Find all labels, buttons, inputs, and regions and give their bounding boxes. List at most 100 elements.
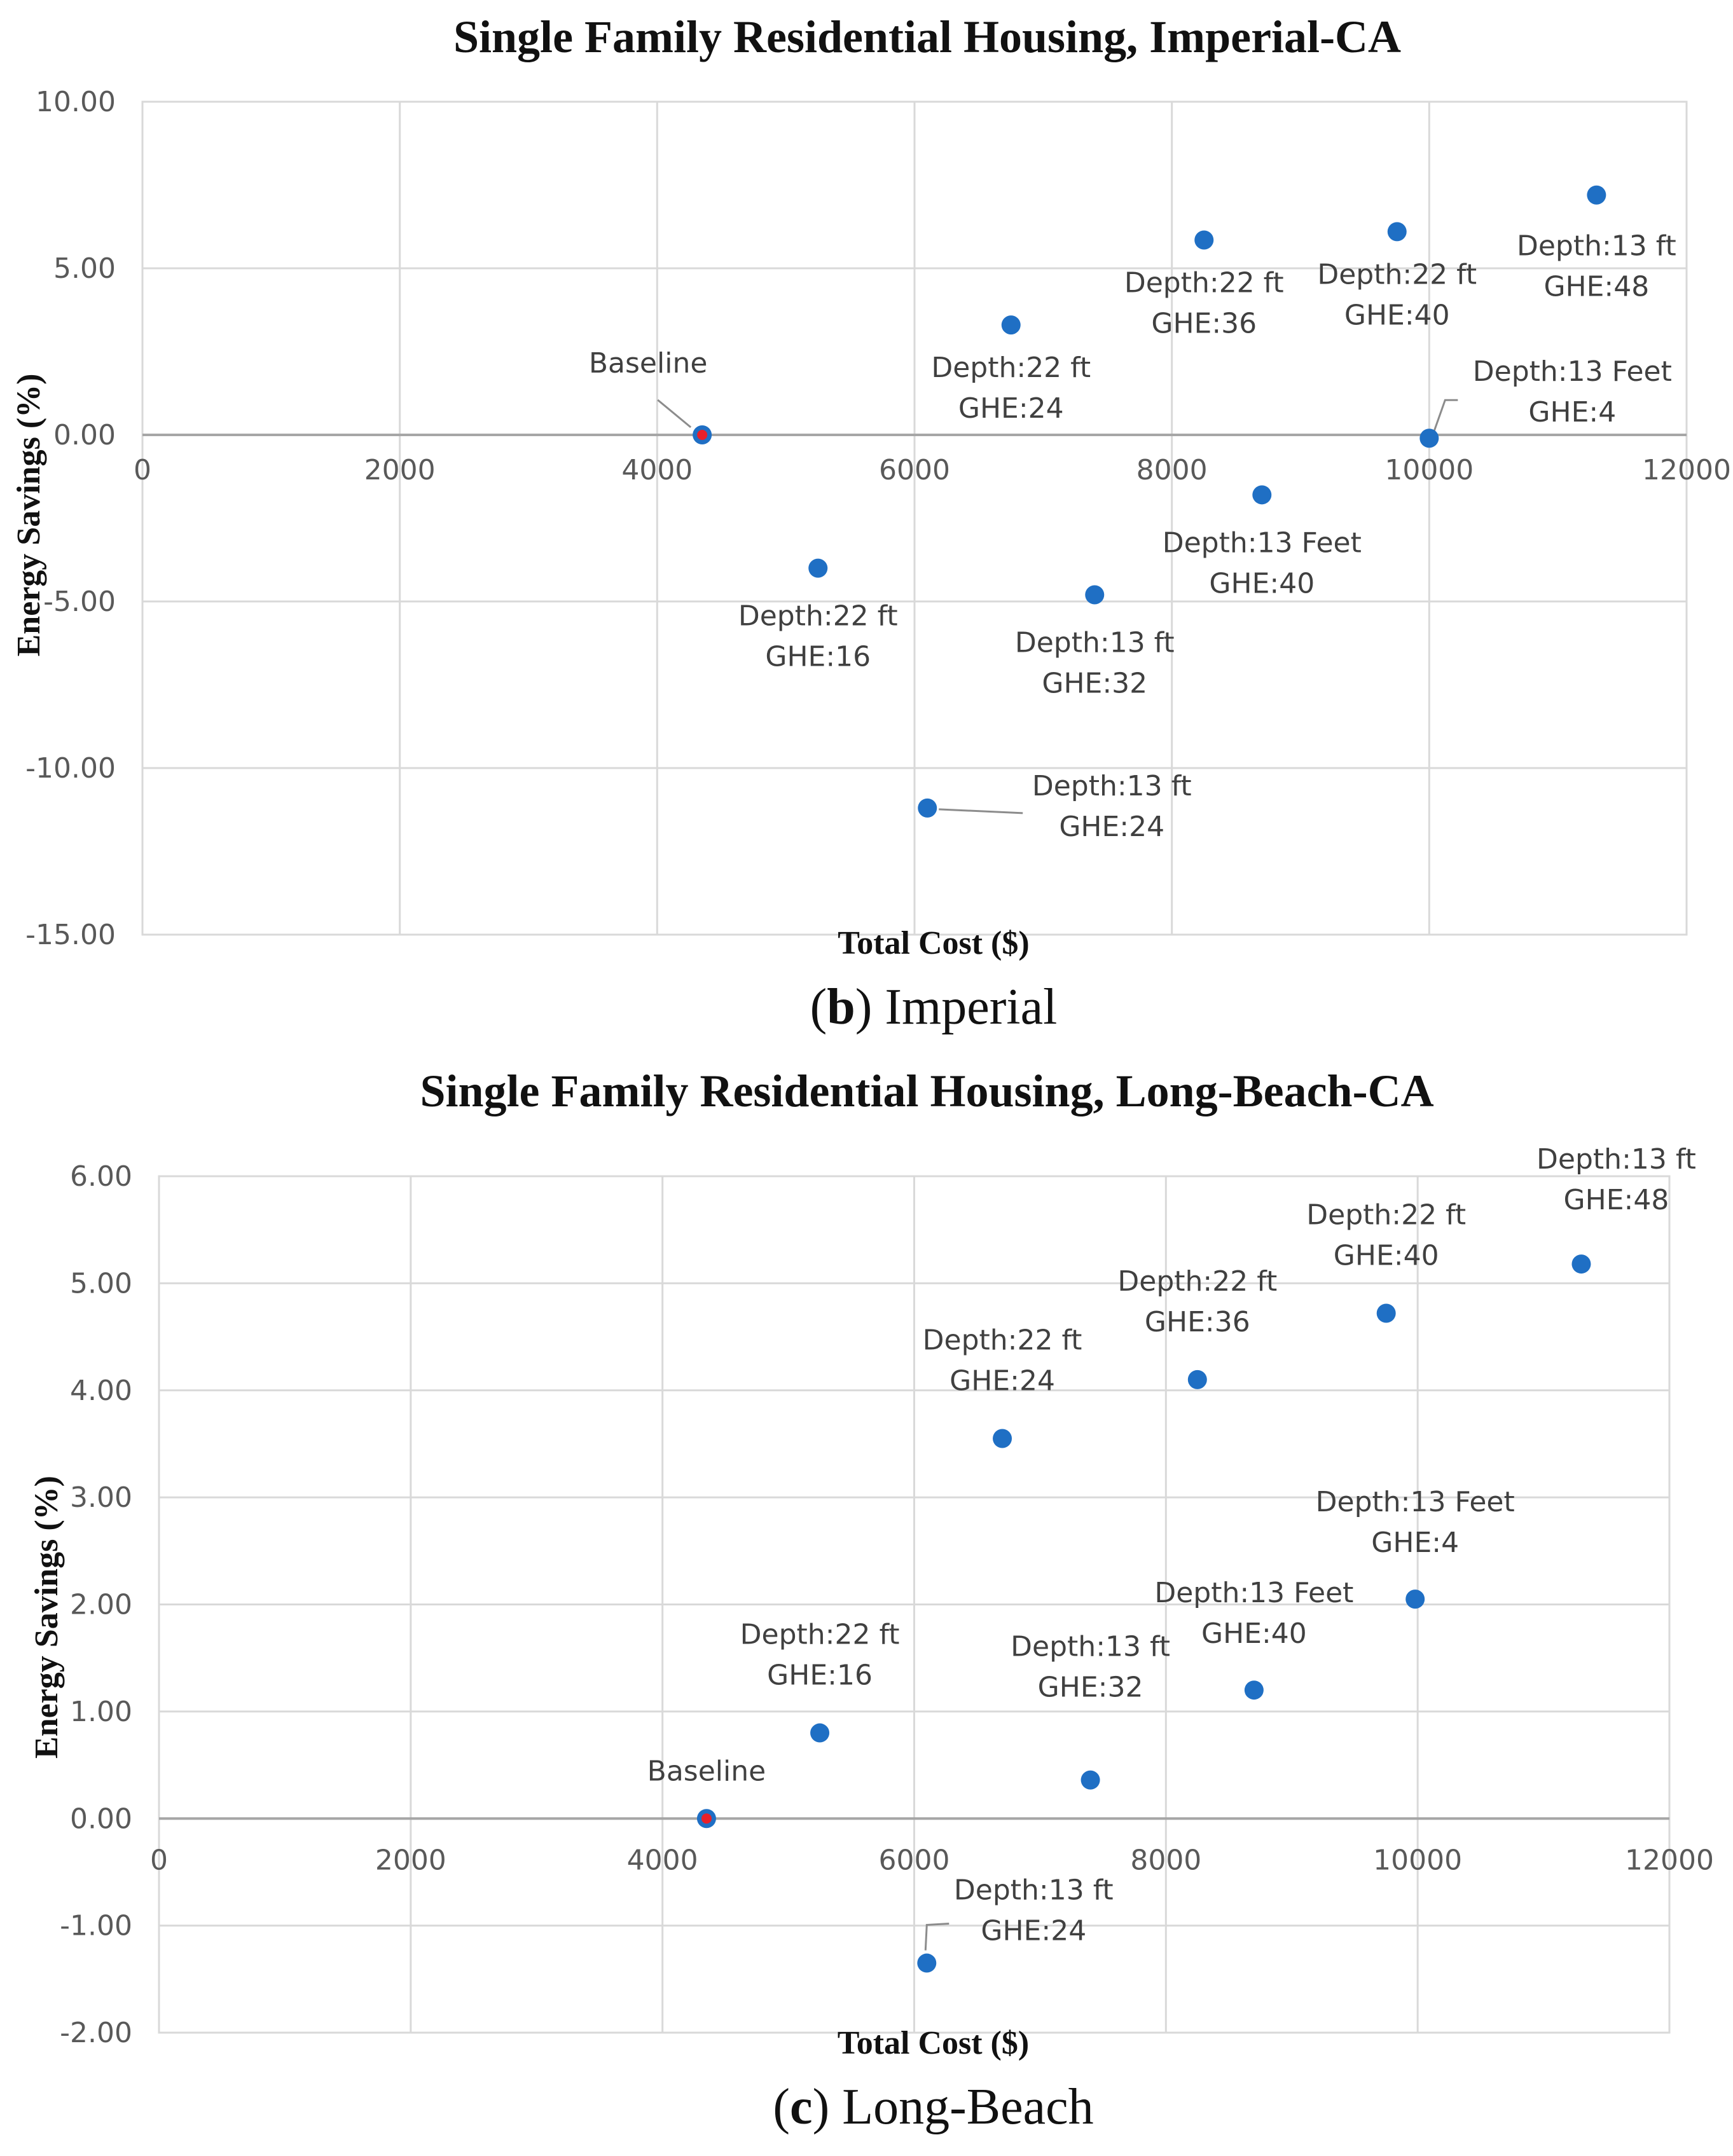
data-label: GHE:40 — [1209, 567, 1315, 600]
data-label: GHE:36 — [1151, 307, 1257, 340]
y-tick-label: -1.00 — [60, 1910, 132, 1942]
y-tick-label: 1.00 — [70, 1696, 132, 1728]
data-label: Depth:22 ft — [931, 352, 1091, 384]
data-point — [1587, 185, 1606, 205]
data-label: GHE:36 — [1145, 1306, 1250, 1338]
label-leader-line — [939, 808, 1023, 814]
figure-caption: (c) Long-Beach — [773, 2079, 1093, 2135]
data-point — [1187, 1370, 1207, 1389]
data-point — [1387, 222, 1407, 242]
y-tick-label: 5.00 — [70, 1267, 132, 1300]
x-tick-label: 8000 — [1130, 1844, 1201, 1876]
y-tick-label: 2.00 — [70, 1589, 132, 1621]
data-point — [917, 1953, 937, 1973]
x-tick-label: 12000 — [1642, 454, 1731, 486]
data-point — [1001, 315, 1021, 335]
long-beach-chart-panel: Single Family Residential Housing, Long-… — [0, 1055, 1733, 2156]
y-tick-label: -2.00 — [60, 2017, 132, 2049]
data-point — [1081, 1770, 1100, 1790]
y-tick-label: 10.00 — [36, 86, 116, 118]
data-label: Depth:13 ft — [1015, 627, 1175, 659]
data-point — [1252, 485, 1272, 505]
imperial-scatter-chart: Single Family Residential Housing, Imper… — [11, 11, 1731, 1035]
data-label: GHE:48 — [1543, 271, 1649, 303]
label-leader-line — [1433, 399, 1458, 431]
data-label: GHE:24 — [981, 1915, 1086, 1947]
data-label: GHE:48 — [1564, 1184, 1669, 1216]
data-label: Depth:22 ft — [738, 600, 898, 633]
data-label: GHE:16 — [767, 1659, 873, 1692]
y-tick-label: 5.00 — [53, 252, 116, 285]
data-label: GHE:24 — [1059, 811, 1164, 843]
data-label: Depth:13 ft — [1032, 770, 1192, 802]
data-point — [810, 1723, 830, 1743]
data-label: Depth:22 ft — [1124, 266, 1284, 299]
data-label: Depth:13 ft — [954, 1874, 1114, 1907]
data-label: Depth:22 ft — [923, 1324, 1082, 1357]
data-label: Depth:22 ft — [1117, 1265, 1277, 1298]
long-beach-scatter-chart: Single Family Residential Housing, Long-… — [29, 1066, 1714, 2135]
data-label: Baseline — [589, 347, 708, 380]
data-label: GHE:16 — [765, 641, 871, 673]
chart-title: Single Family Residential Housing, Imper… — [453, 11, 1401, 62]
data-point — [808, 558, 828, 578]
baseline-point-center — [697, 430, 708, 440]
x-tick-label: 10000 — [1373, 1844, 1462, 1876]
caption-text: Long-Beach — [842, 2079, 1093, 2135]
x-axis-title: Total Cost ($) — [838, 2025, 1029, 2061]
caption-text: Imperial — [885, 979, 1057, 1035]
data-label: GHE:4 — [1371, 1527, 1459, 1559]
x-tick-label: 0 — [150, 1844, 168, 1876]
label-leader-line — [924, 1923, 949, 1951]
y-tick-label: -15.00 — [25, 919, 116, 951]
data-label: GHE:40 — [1201, 1617, 1307, 1650]
data-point — [1419, 429, 1439, 448]
caption-letter: c — [790, 2079, 813, 2135]
x-tick-label: 4000 — [627, 1844, 698, 1876]
data-label: Depth:13 Feet — [1316, 1486, 1515, 1518]
data-label: GHE:40 — [1334, 1240, 1439, 1272]
data-point — [1571, 1254, 1591, 1274]
data-label: Depth:22 ft — [1317, 258, 1477, 291]
x-tick-label: 8000 — [1136, 454, 1208, 486]
data-label: GHE:24 — [949, 1365, 1055, 1397]
data-label: Depth:13 Feet — [1163, 526, 1362, 559]
data-point — [1405, 1590, 1425, 1609]
data-label: Depth:13 Feet — [1473, 355, 1672, 388]
data-point — [1085, 585, 1105, 605]
y-axis-title: Energy Savings (%) — [11, 374, 47, 657]
x-axis-title: Total Cost ($) — [838, 925, 1029, 961]
data-point — [1194, 230, 1214, 250]
caption-letter: b — [827, 979, 855, 1035]
data-label: GHE:40 — [1344, 299, 1450, 331]
data-label: GHE:32 — [1042, 668, 1147, 700]
baseline-point-center — [701, 1813, 712, 1824]
data-label: Depth:22 ft — [740, 1619, 900, 1651]
x-tick-label: 12000 — [1625, 1844, 1714, 1876]
data-label: Depth:13 Feet — [1154, 1577, 1353, 1609]
y-tick-label: 4.00 — [70, 1375, 132, 1407]
y-tick-label: 0.00 — [53, 419, 116, 451]
data-label: Depth:13 ft — [1536, 1143, 1696, 1176]
data-point — [918, 798, 937, 818]
x-tick-label: 4000 — [621, 454, 693, 486]
x-tick-label: 10000 — [1384, 454, 1474, 486]
y-tick-label: 0.00 — [70, 1802, 132, 1835]
x-tick-label: 6000 — [879, 1844, 950, 1876]
x-tick-label: 2000 — [364, 454, 436, 486]
data-label: Depth:13 ft — [1517, 230, 1676, 263]
data-label: GHE:24 — [958, 392, 1064, 425]
x-tick-label: 2000 — [375, 1844, 446, 1876]
label-leader-line — [657, 399, 692, 429]
data-label: GHE:4 — [1528, 396, 1616, 429]
data-label: GHE:32 — [1038, 1672, 1143, 1704]
y-tick-label: -5.00 — [43, 586, 116, 618]
figure-caption: (b) Imperial — [810, 979, 1058, 1035]
y-tick-label: 3.00 — [70, 1481, 132, 1514]
y-tick-label: 6.00 — [70, 1160, 132, 1193]
imperial-chart-panel: Single Family Residential Housing, Imper… — [0, 0, 1733, 1055]
data-point — [1244, 1680, 1264, 1700]
data-point — [993, 1429, 1012, 1448]
chart-title: Single Family Residential Housing, Long-… — [420, 1066, 1433, 1116]
data-label: Depth:22 ft — [1306, 1199, 1466, 1232]
